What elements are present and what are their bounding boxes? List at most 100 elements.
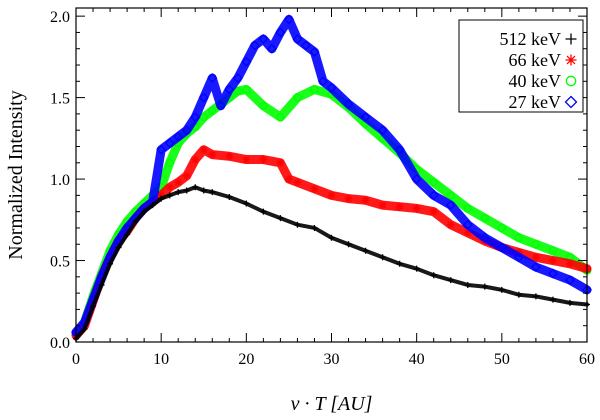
data-point: [463, 204, 472, 213]
y-tick-label: 2.0: [50, 9, 70, 26]
data-point: [199, 145, 208, 154]
data-point: [199, 113, 208, 122]
data-point: [198, 92, 209, 103]
data-point: [183, 187, 190, 194]
x-tick-label: 20: [238, 351, 254, 368]
data-point: [464, 281, 471, 288]
series-layer: [71, 14, 592, 342]
tick-layer: [75, 8, 588, 343]
data-point: [446, 220, 455, 229]
data-point: [242, 85, 251, 94]
data-point: [480, 214, 489, 223]
data-point: [565, 275, 575, 286]
legend-marker-diamond: [564, 95, 578, 109]
data-point: [310, 85, 319, 94]
data-point: [149, 202, 156, 209]
data-point: [377, 125, 388, 136]
data-point: [226, 193, 233, 200]
series-band: [71, 14, 592, 337]
data-point: [531, 240, 540, 249]
data-point: [276, 113, 285, 122]
data-point: [548, 256, 557, 265]
data-point: [362, 247, 369, 254]
data-point: [447, 277, 454, 284]
data-point: [498, 286, 505, 293]
x-tick-label: 40: [409, 351, 425, 368]
data-point: [209, 189, 216, 196]
data-point: [242, 155, 251, 164]
data-point: [515, 291, 522, 298]
data-point: [395, 202, 404, 211]
data-point: [430, 272, 437, 279]
data-point: [343, 99, 354, 110]
legend-marker-+: [565, 33, 577, 45]
data-point: [284, 175, 293, 184]
data-point: [276, 158, 285, 167]
data-point: [361, 196, 370, 205]
data-point: [379, 254, 386, 261]
data-point: [215, 100, 226, 111]
data-point: [165, 183, 174, 192]
data-point: [233, 87, 242, 96]
data-point: [293, 178, 302, 187]
data-point: [327, 191, 336, 200]
data-point: [141, 208, 148, 215]
data-point: [294, 221, 301, 228]
data-point: [310, 184, 319, 193]
data-point: [260, 208, 267, 215]
data-point: [200, 187, 207, 194]
y-tick-label: 1.5: [50, 91, 70, 108]
data-point: [394, 144, 405, 155]
data-point: [208, 150, 217, 159]
data-point: [98, 281, 105, 288]
data-point: [207, 73, 218, 83]
data-point: [132, 218, 139, 225]
data-point: [481, 283, 488, 290]
y-tick-label: 0.5: [50, 254, 70, 271]
legend-marker: [565, 54, 577, 66]
data-point: [173, 131, 184, 142]
data-point: [328, 234, 335, 241]
data-point: [446, 191, 455, 200]
legend-marker: [565, 33, 577, 45]
data-point: [344, 194, 353, 203]
data-point: [190, 112, 201, 123]
data-point: [124, 231, 131, 238]
legend-label: 40 keV: [509, 71, 562, 91]
data-point: [275, 27, 286, 38]
data-point: [174, 178, 183, 187]
x-tick-label: 30: [324, 351, 340, 368]
data-point: [514, 233, 523, 242]
data-point: [181, 125, 192, 136]
data-point: [396, 260, 403, 267]
data-point: [532, 293, 539, 300]
data-point: [277, 215, 284, 222]
data-point: [565, 259, 574, 268]
data-point: [531, 253, 540, 262]
data-point: [345, 241, 352, 248]
data-point: [413, 265, 420, 272]
legend-label: 512 keV: [500, 29, 562, 49]
data-point: [158, 195, 165, 202]
data-point: [81, 325, 88, 332]
x-tick-label: 10: [153, 351, 169, 368]
data-point: [243, 200, 250, 207]
y-tick-label: 1.0: [50, 172, 70, 189]
data-point: [412, 204, 421, 213]
y-tick-label: 0.0: [50, 335, 70, 352]
data-point: [293, 93, 302, 102]
legend-box: [458, 19, 584, 113]
legend-label: 66 keV: [509, 50, 562, 70]
data-point: [378, 201, 387, 210]
data-point: [258, 34, 269, 44]
data-point: [549, 296, 556, 303]
data-point: [192, 184, 199, 191]
data-point: [309, 47, 320, 57]
data-point: [513, 252, 524, 263]
x-axis-label: v · T [AU]: [291, 393, 373, 415]
data-point: [326, 82, 337, 93]
data-point: [259, 101, 268, 110]
